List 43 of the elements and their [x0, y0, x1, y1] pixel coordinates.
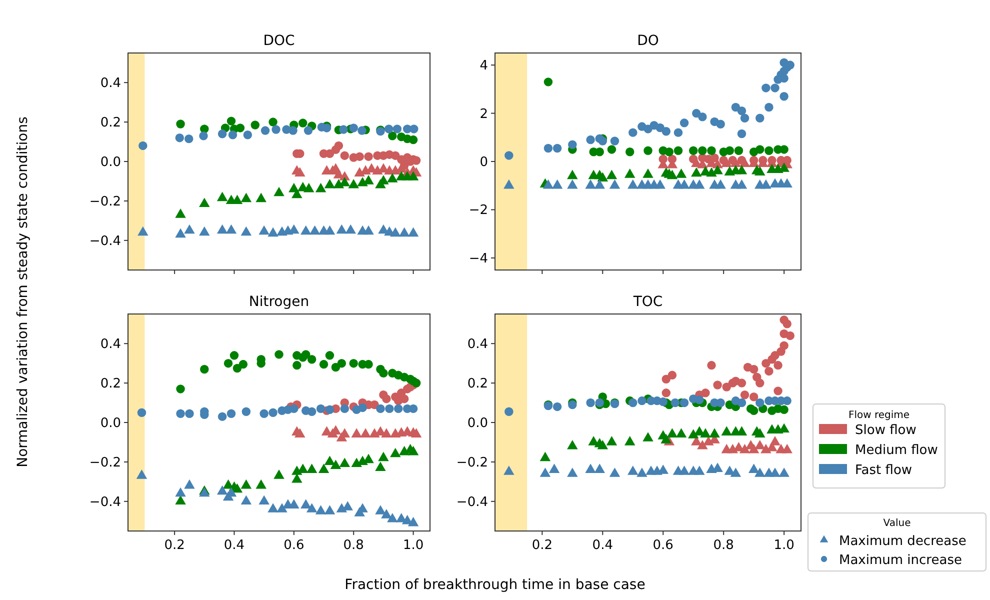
y-tick-label: 0.2: [467, 376, 488, 392]
y-axis-title: Normalized variation from steady state conditions: [15, 116, 31, 468]
text: Maximum increase: [839, 553, 962, 568]
y-tick-label: −0.2: [89, 194, 121, 210]
y-tick-label: −0.2: [456, 455, 488, 470]
x-tick-label: 0.4: [224, 538, 245, 553]
x-tick-label: 0.4: [592, 538, 613, 553]
text: Maximum decrease: [839, 534, 966, 549]
x-tick-label: 1.0: [402, 538, 424, 553]
y-tick-label: 0: [480, 155, 488, 170]
y-tick-label: −2: [468, 203, 488, 218]
y-tick-label: 2: [480, 106, 488, 122]
chart-title: Nitrogen: [248, 294, 310, 310]
y-tick-label: 0.2: [100, 376, 121, 392]
legend-label: Fast flow: [855, 463, 912, 478]
y-tick-label: −0.4: [89, 494, 121, 510]
y-tick-label: 0.2: [100, 116, 121, 131]
x-tick-label: 0.6: [652, 538, 674, 553]
chart-title: DOC: [263, 33, 296, 49]
y-tick-label: 0.4: [467, 337, 488, 352]
x-tick-label: 0.8: [343, 538, 364, 553]
y-tick-label: 0.0: [100, 155, 121, 170]
chart-title: TOC: [632, 294, 663, 310]
y-tick-label: 0.0: [467, 416, 488, 431]
x-tick-label: 1.0: [774, 538, 794, 553]
x-tick-label: 0.2: [164, 538, 185, 553]
x-tick-label: 0.6: [284, 538, 304, 553]
y-tick-label: 0.4: [100, 337, 121, 352]
chart-title: DO: [637, 33, 659, 49]
y-tick-label: 0.4: [100, 76, 121, 92]
y-tick-label: −0.2: [89, 455, 121, 470]
x-tick-label: 0.8: [713, 538, 734, 553]
legend-title: Flow regime: [848, 410, 910, 421]
y-tick-label: 0.0: [100, 416, 121, 431]
y-tick-label: −4: [468, 251, 488, 266]
legend-label: Slow flow: [855, 423, 917, 438]
x-tick-label: 0.2: [532, 538, 553, 553]
legend-label: Medium flow: [855, 443, 938, 458]
text: Value: [883, 518, 911, 529]
x-axis-title: Fraction of breakthrough time in base case: [344, 577, 646, 593]
y-tick-label: 4: [480, 58, 488, 74]
y-tick-label: −0.4: [456, 494, 488, 510]
y-tick-label: −0.4: [89, 234, 121, 249]
